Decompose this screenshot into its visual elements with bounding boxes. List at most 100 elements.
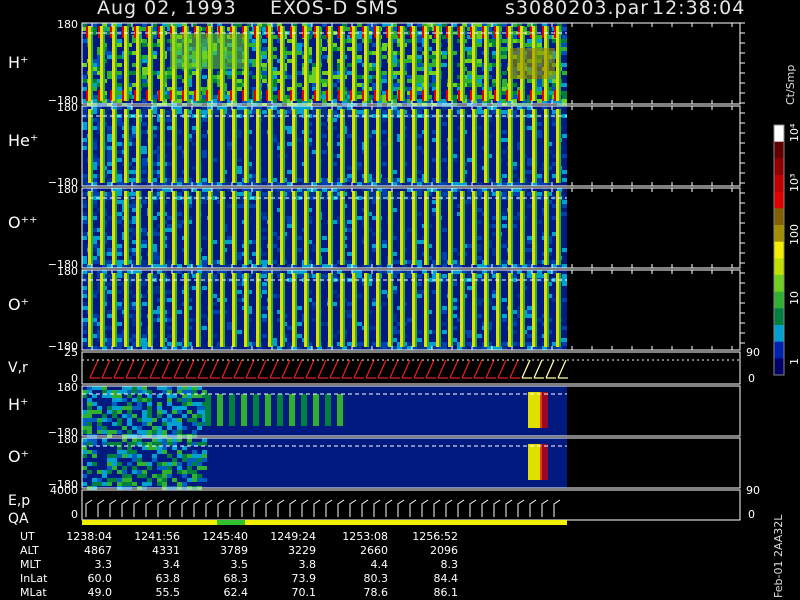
spectro-cell bbox=[467, 188, 472, 192]
spectro-cell bbox=[392, 270, 397, 274]
spectro-streak bbox=[518, 90, 520, 101]
spectro-cell bbox=[557, 23, 562, 27]
spectro-cell bbox=[322, 23, 327, 27]
spectro-cell bbox=[107, 466, 112, 470]
spectro-cell bbox=[162, 346, 167, 350]
spectro-cell bbox=[107, 290, 112, 294]
spectro-cell bbox=[157, 318, 162, 322]
spectro-cell bbox=[182, 474, 187, 478]
spectro-cell bbox=[407, 260, 412, 264]
spectro-cell bbox=[97, 83, 102, 87]
spectro-cell bbox=[182, 402, 187, 406]
spectro-cell bbox=[157, 75, 162, 79]
vr-trace bbox=[197, 359, 208, 379]
spectro-streak bbox=[343, 191, 345, 265]
spectro-cell bbox=[547, 166, 552, 170]
spectro-cell bbox=[467, 103, 472, 107]
spectro-cell bbox=[202, 442, 207, 446]
spectro-cell bbox=[397, 59, 402, 63]
ep-trace bbox=[181, 499, 189, 517]
spectro-cell bbox=[162, 418, 167, 422]
spectro-cell bbox=[132, 426, 137, 430]
spectro-streak bbox=[151, 273, 153, 347]
spectro-streak bbox=[328, 109, 331, 183]
spectro-cell bbox=[502, 342, 507, 346]
spectro-cell bbox=[227, 99, 232, 103]
spectro-cell bbox=[167, 398, 172, 402]
spectro-cell bbox=[272, 47, 277, 51]
spectro-cell bbox=[367, 274, 372, 278]
spectro-streak bbox=[331, 273, 333, 347]
spectro-streak bbox=[523, 273, 525, 347]
spectro-cell bbox=[167, 334, 172, 338]
spectro-cell bbox=[157, 286, 162, 290]
spectro-cell bbox=[127, 414, 132, 418]
spectro-cell bbox=[427, 99, 432, 103]
spectro-cell bbox=[122, 438, 127, 442]
spectro-cell bbox=[542, 346, 547, 350]
spectro-cell bbox=[137, 454, 142, 458]
vr-trace bbox=[113, 359, 124, 379]
spectro-cell bbox=[392, 196, 397, 200]
spectro-cell bbox=[137, 394, 142, 398]
spectro-cell bbox=[152, 446, 157, 450]
spectro-cell bbox=[172, 410, 177, 414]
spectro-cell bbox=[92, 256, 97, 260]
spectro-cell bbox=[277, 310, 282, 314]
colorbar-swatch bbox=[774, 341, 784, 359]
spectro-cell bbox=[527, 204, 532, 208]
footer-value: 70.1 bbox=[291, 586, 317, 599]
spectro-cell bbox=[137, 264, 142, 268]
spectro-cell bbox=[232, 264, 237, 268]
spectro-cell bbox=[152, 318, 157, 322]
spectro-cell bbox=[367, 27, 372, 31]
spectro-cell bbox=[487, 91, 492, 95]
spectro-streak bbox=[475, 109, 477, 183]
spectro-streak bbox=[244, 26, 247, 101]
spectro-cell bbox=[147, 466, 152, 470]
spectro-cell bbox=[527, 31, 532, 35]
spectro-cell bbox=[97, 422, 102, 426]
spectro-cell bbox=[277, 39, 282, 43]
spectro-cell bbox=[527, 162, 532, 166]
spectro-cell bbox=[322, 71, 327, 75]
spectro-streak bbox=[289, 394, 295, 426]
spectro-cell bbox=[252, 75, 257, 79]
spectro-streak bbox=[463, 191, 465, 265]
spectro-cell bbox=[502, 298, 507, 302]
spectro-cell bbox=[152, 35, 157, 39]
spectro-cell bbox=[502, 55, 507, 59]
spectro-cell bbox=[392, 55, 397, 59]
spectro-cell bbox=[107, 27, 112, 31]
spectro-streak bbox=[463, 109, 465, 183]
spectro-cell bbox=[442, 114, 447, 118]
spectro-streak bbox=[451, 26, 453, 101]
spectro-cell bbox=[272, 67, 277, 71]
spectro-streak bbox=[98, 90, 100, 101]
spectro-cell bbox=[407, 95, 412, 99]
spectro-cell bbox=[107, 71, 112, 75]
spectro-cell bbox=[97, 326, 102, 330]
spectro-streak bbox=[484, 109, 487, 183]
spectro-cell bbox=[337, 142, 342, 146]
spectro-streak bbox=[254, 26, 256, 38]
spectro-cell bbox=[177, 450, 182, 454]
spectro-cell bbox=[202, 95, 207, 99]
spectro-cell bbox=[337, 47, 342, 51]
vr-trace bbox=[173, 359, 184, 379]
spectro-streak bbox=[424, 191, 427, 265]
spectro-cell bbox=[227, 322, 232, 326]
spectro-cell bbox=[182, 386, 187, 390]
footer-value: 1241:56 bbox=[134, 530, 180, 543]
spectro-cell bbox=[252, 196, 257, 200]
spectro-cell bbox=[132, 142, 137, 146]
spectro-cell bbox=[132, 306, 137, 310]
footer-value: 4867 bbox=[84, 544, 112, 557]
spectro-cell bbox=[217, 260, 222, 264]
spectro-cell bbox=[152, 260, 157, 264]
spectro-streak bbox=[88, 26, 91, 101]
spectro-cell bbox=[452, 302, 457, 306]
spectro-cell bbox=[122, 414, 127, 418]
spectro-cell bbox=[92, 146, 97, 150]
spectro-cell bbox=[527, 126, 532, 130]
